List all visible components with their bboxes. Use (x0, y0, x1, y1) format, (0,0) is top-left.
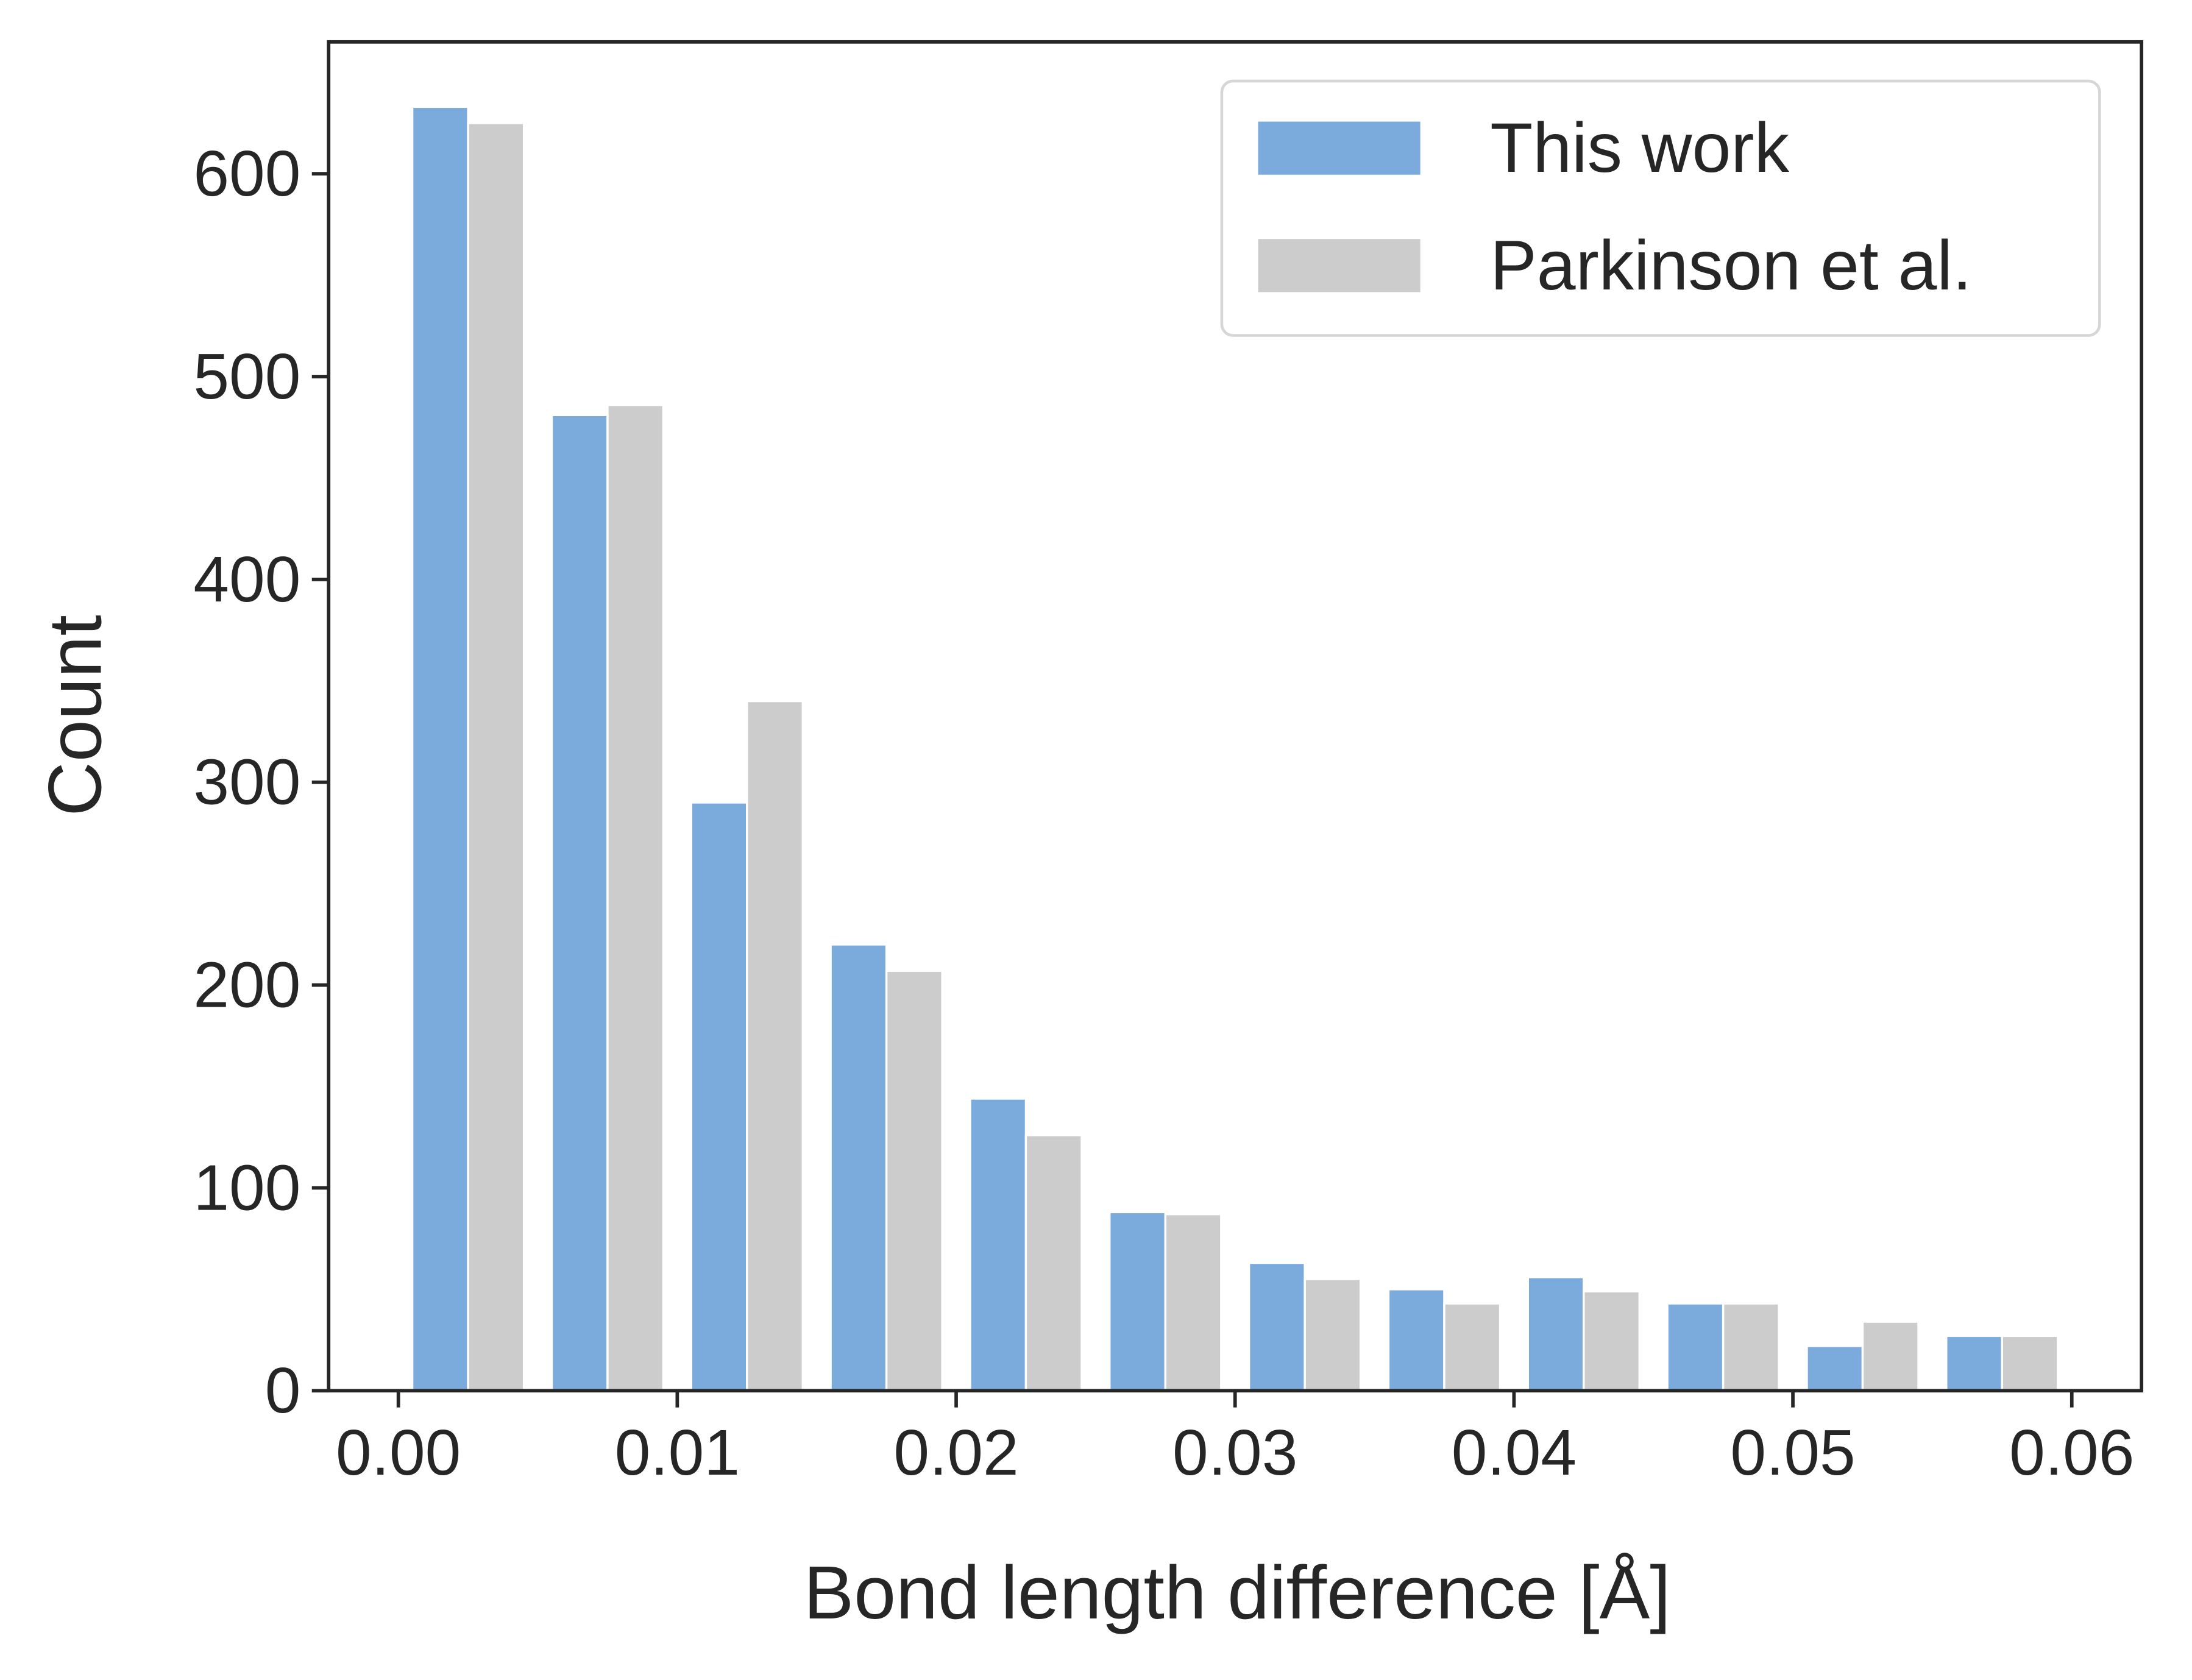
legend-label: Parkinson et al. (1490, 227, 1971, 305)
y-tick-label: 400 (193, 544, 300, 615)
y-tick-label: 600 (193, 138, 300, 210)
bar (1443, 1302, 1502, 1392)
legend-swatch (1258, 121, 1421, 175)
bar (550, 414, 609, 1392)
x-tick-label: 0.06 (2009, 1417, 2134, 1489)
bar (606, 403, 665, 1392)
bar (690, 801, 748, 1392)
bar (1303, 1278, 1362, 1392)
bar (1108, 1211, 1167, 1392)
y-tick-label: 100 (193, 1152, 300, 1224)
y-tick-label: 200 (193, 949, 300, 1021)
x-tick-label: 0.05 (1730, 1417, 1855, 1489)
bar (1527, 1276, 1585, 1392)
bar (467, 122, 525, 1392)
x-tick-label: 0.02 (893, 1417, 1018, 1489)
bar (1666, 1302, 1725, 1392)
x-tick-label: 0.04 (1452, 1417, 1577, 1489)
bar (829, 943, 888, 1392)
y-tick-label: 300 (193, 746, 300, 818)
legend-swatch (1258, 239, 1421, 292)
x-tick-label: 0.00 (336, 1417, 461, 1489)
bar (1722, 1302, 1780, 1392)
bar (1247, 1261, 1306, 1392)
bar (1945, 1334, 2004, 1392)
bar (1164, 1213, 1222, 1392)
bar (1806, 1345, 1864, 1392)
bar (2001, 1334, 2059, 1392)
bar (746, 700, 804, 1392)
x-tick-label: 0.01 (615, 1417, 740, 1489)
bar (885, 969, 943, 1392)
bar (1583, 1290, 1641, 1392)
legend-frame (1220, 79, 2101, 337)
legend-label: This work (1490, 109, 1789, 187)
x-axis-label: Bond length difference [Å] (804, 1551, 1671, 1635)
x-tick-label: 0.03 (1172, 1417, 1297, 1489)
bar (411, 105, 469, 1392)
y-tick-label: 0 (265, 1355, 301, 1427)
bar (969, 1097, 1027, 1392)
y-axis-label: Count (33, 615, 117, 816)
bar (1387, 1288, 1445, 1392)
bar (1024, 1134, 1083, 1392)
bar (1861, 1320, 1920, 1392)
y-tick-label: 500 (193, 341, 300, 413)
plot-frame (327, 40, 2144, 1393)
legend: This work Parkinson et al. (1220, 79, 2101, 337)
